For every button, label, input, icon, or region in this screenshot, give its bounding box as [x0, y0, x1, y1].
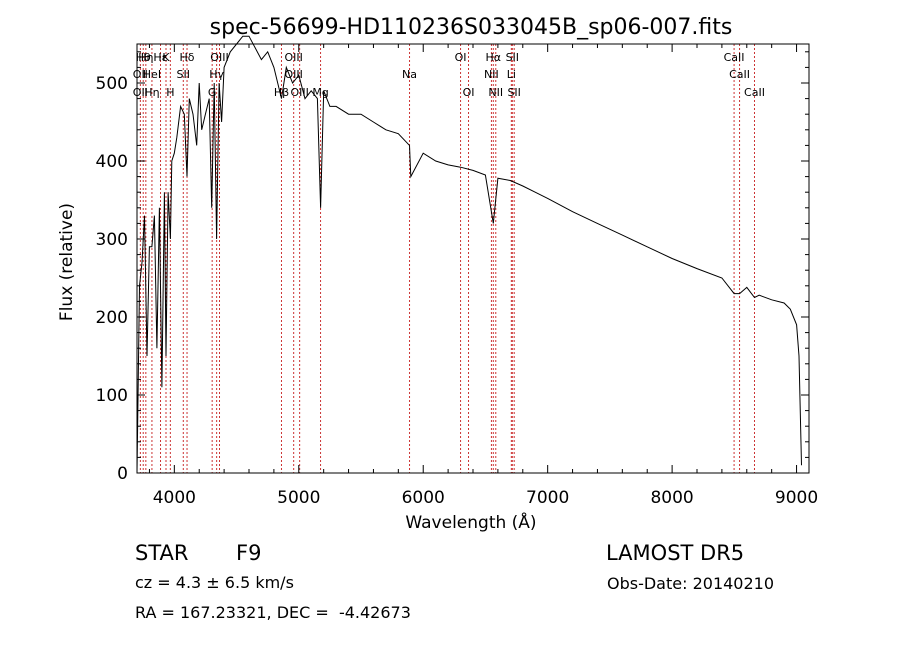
obs-date: Obs-Date: 20140210	[607, 574, 775, 593]
line-label-24: Hβ	[274, 86, 289, 99]
y-tick-label-4: 400	[96, 152, 128, 172]
ra-dec: RA = 167.23321, DEC = -4.42673	[135, 603, 411, 622]
redshift-cz: cz = 4.3 ± 6.5 km/s	[135, 573, 294, 592]
line-label-29: SII	[507, 86, 520, 99]
x-tick-label-1: 5000	[277, 488, 320, 508]
line-label-19: CaII	[729, 68, 750, 81]
y-tick-label-3: 300	[96, 230, 128, 250]
line-label-16: Na	[402, 68, 417, 81]
line-label-13: SII	[177, 68, 190, 81]
line-label-9: SII	[506, 51, 519, 64]
y-tick-label-1: 100	[96, 386, 128, 406]
emission-line-markers	[139, 44, 755, 473]
chart-title: spec-56699-HD110236S033045B_sp06-007.fit…	[210, 15, 733, 40]
survey-name: LAMOST DR5	[606, 541, 745, 565]
line-label-18: Li	[507, 68, 516, 81]
x-tick-label-4: 8000	[650, 488, 693, 508]
y-tick-label-5: 500	[96, 74, 128, 94]
x-tick-label-2: 6000	[402, 488, 445, 508]
object-subclass: F9	[236, 541, 262, 565]
line-label-10: CaII	[724, 51, 745, 64]
spectrum-line	[136, 35, 802, 474]
line-label-28: NII	[488, 86, 503, 99]
plot-frame	[136, 43, 810, 474]
line-label-7: OI	[455, 51, 467, 64]
line-label-23: G	[208, 86, 217, 99]
line-label-6: OIII	[284, 51, 302, 64]
y-axis-label: Flux (relative)	[57, 203, 77, 321]
line-label-1: Hη	[138, 51, 153, 64]
line-label-12: HeI	[143, 68, 161, 81]
line-label-14: Hγ	[209, 68, 224, 81]
x-axis-label: Wavelength (Å)	[405, 511, 536, 533]
line-label-27: OI	[463, 86, 475, 99]
line-label-15: OIII	[284, 68, 302, 81]
line-label-26: Mg	[312, 86, 328, 99]
x-tick-label-0: 4000	[153, 488, 196, 508]
line-label-17: NII	[484, 68, 499, 81]
line-label-0: Hθ	[136, 51, 151, 64]
line-label-5: OIII	[210, 51, 228, 64]
object-class: STAR	[135, 541, 189, 565]
y-tick-label-0: 0	[117, 464, 128, 484]
line-label-21: Hη	[144, 86, 159, 99]
y-tick-label-2: 200	[96, 308, 128, 328]
line-label-4: Hδ	[180, 51, 195, 64]
line-label-30: CaII	[744, 86, 765, 99]
line-label-22: H	[166, 86, 174, 99]
x-tick-label-5: 9000	[775, 488, 818, 508]
line-label-8: Hα	[486, 51, 502, 64]
line-label-3: K	[162, 51, 170, 64]
axis-ticks: 4000 5000 6000 7000 8000 9000 0 100 200 300 400 500	[96, 44, 818, 508]
line-label-2: Hε	[153, 51, 167, 64]
x-tick-label-3: 7000	[526, 488, 569, 508]
